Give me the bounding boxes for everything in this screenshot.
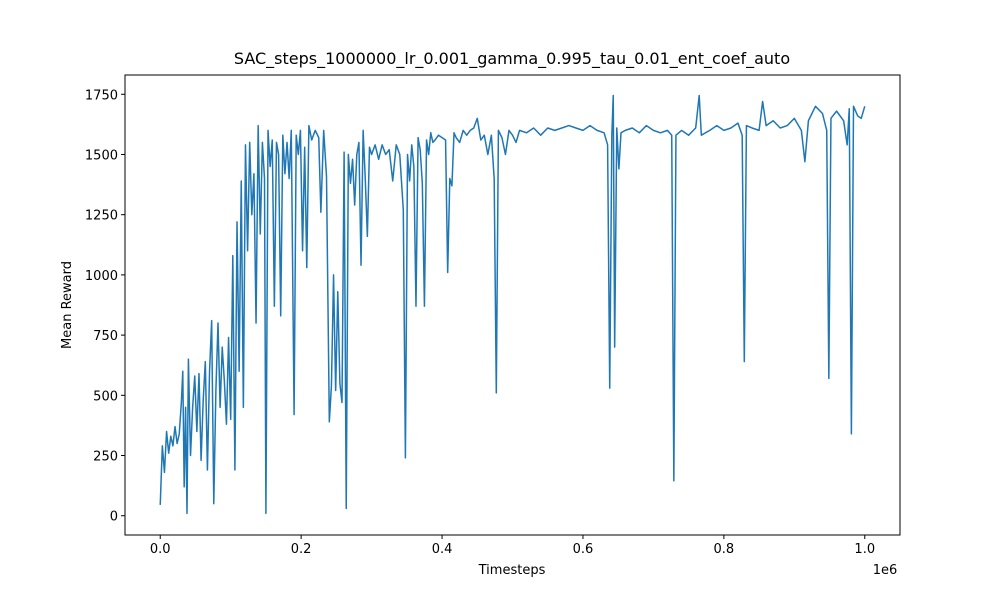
chart-title: SAC_steps_1000000_lr_0.001_gamma_0.995_t…: [234, 49, 790, 69]
x-tick-label: 0.6: [573, 542, 594, 557]
y-axis-label: Mean Reward: [60, 261, 75, 349]
x-offset-label: 1e6: [873, 563, 898, 578]
y-tick-label: 750: [93, 329, 118, 344]
data-line: [159, 94, 866, 515]
x-tick-label: 0.8: [714, 542, 735, 557]
y-tick-label: 1250: [85, 209, 118, 224]
y-tick-label: 1000: [85, 269, 118, 284]
plot-frame: [124, 74, 901, 536]
y-tick-label: 500: [93, 389, 118, 404]
x-tick-label: 0.2: [291, 542, 312, 557]
x-tick-label: 0.4: [432, 542, 453, 557]
y-tick-label: 1750: [85, 88, 118, 103]
y-tick-label: 250: [93, 450, 118, 465]
y-tick-label: 1500: [85, 148, 118, 163]
x-axis-label: Timesteps: [478, 563, 546, 578]
x-tick-label: 0.0: [150, 542, 171, 557]
x-tick-label: 1.0: [854, 542, 875, 557]
y-tick-label: 0: [110, 510, 118, 525]
